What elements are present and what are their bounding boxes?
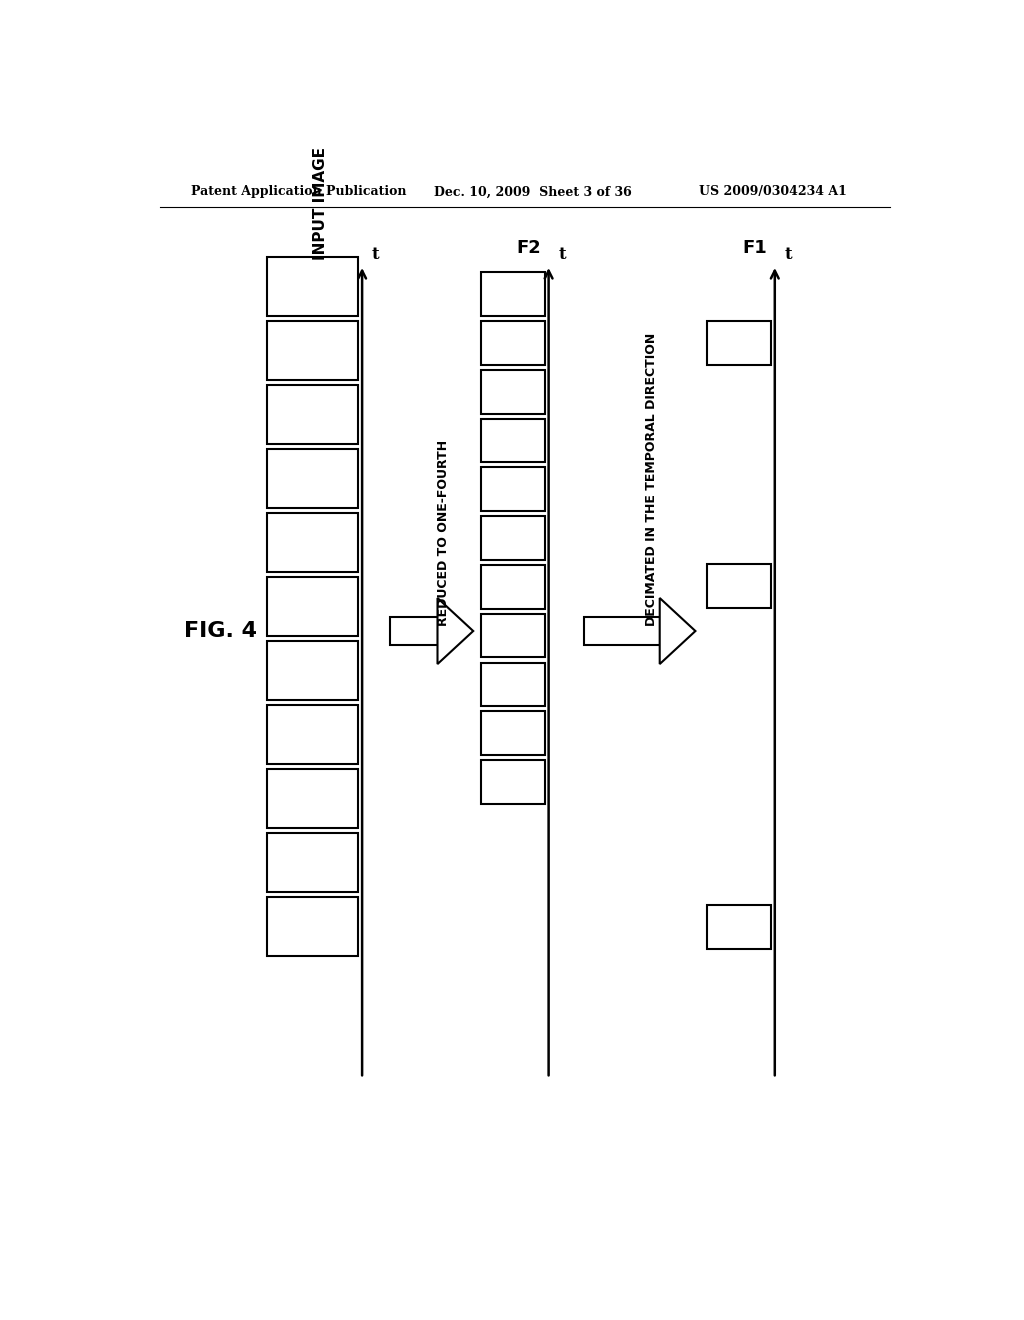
Bar (267, 833, 358, 892)
Bar (481, 614, 545, 657)
Bar (481, 516, 545, 560)
Bar (267, 770, 358, 828)
Text: Dec. 10, 2009  Sheet 3 of 36: Dec. 10, 2009 Sheet 3 of 36 (433, 185, 631, 198)
Bar (481, 467, 545, 511)
Bar (481, 321, 545, 364)
Text: FIG. 4: FIG. 4 (183, 620, 257, 642)
Bar (267, 257, 358, 315)
Text: t: t (372, 246, 379, 263)
Text: F1: F1 (742, 239, 767, 257)
Polygon shape (659, 598, 695, 664)
Text: REDUCED TO ONE-FOURTH: REDUCED TO ONE-FOURTH (437, 440, 450, 626)
Bar (481, 565, 545, 609)
Text: US 2009/0304234 A1: US 2009/0304234 A1 (699, 185, 847, 198)
Bar (708, 321, 771, 364)
Bar (267, 449, 358, 508)
Polygon shape (437, 598, 473, 664)
Bar (481, 663, 545, 706)
Bar (481, 711, 545, 755)
Text: t: t (558, 246, 565, 263)
Bar (585, 616, 659, 645)
Bar (267, 513, 358, 572)
Bar (267, 898, 358, 956)
Bar (708, 564, 771, 607)
Text: t: t (784, 246, 792, 263)
Bar (267, 705, 358, 764)
Bar (481, 370, 545, 413)
Bar (267, 642, 358, 700)
Bar (267, 321, 358, 380)
Bar (267, 577, 358, 636)
Text: Patent Application Publication: Patent Application Publication (191, 185, 407, 198)
Bar (390, 616, 437, 645)
Bar (481, 272, 545, 315)
Bar (481, 418, 545, 462)
Text: INPUT IMAGE: INPUT IMAGE (313, 147, 328, 260)
Bar (267, 385, 358, 444)
Text: F2: F2 (516, 239, 541, 257)
Bar (481, 760, 545, 804)
Bar (708, 906, 771, 949)
Text: DECIMATED IN THE TEMPORAL DIRECTION: DECIMATED IN THE TEMPORAL DIRECTION (645, 333, 658, 626)
